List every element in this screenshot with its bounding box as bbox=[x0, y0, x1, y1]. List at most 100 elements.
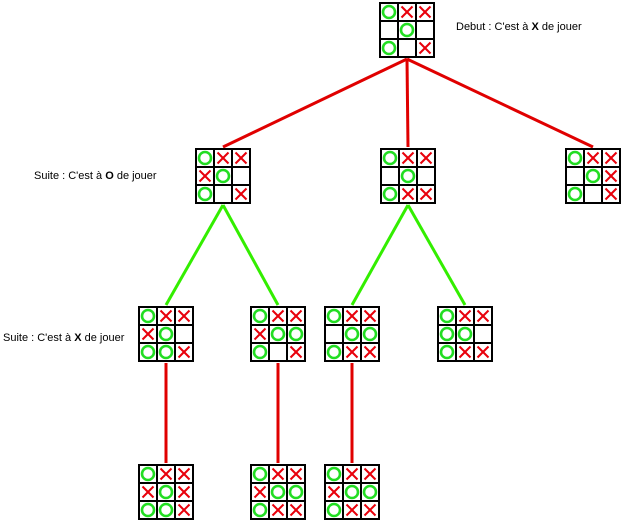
label-suite-x-prefix: Suite : C'est à bbox=[3, 332, 75, 344]
o-mark bbox=[197, 186, 213, 202]
board-l2-c bbox=[324, 306, 380, 362]
o-mark bbox=[381, 40, 397, 56]
o-mark bbox=[567, 186, 583, 202]
x-mark bbox=[271, 467, 285, 481]
o-mark bbox=[140, 344, 156, 360]
tree-edges bbox=[164, 57, 594, 463]
x-mark bbox=[363, 503, 377, 517]
label-suite-x-suffix: de jouer bbox=[81, 332, 125, 344]
x-mark bbox=[327, 485, 341, 499]
board-l1-a bbox=[195, 148, 251, 204]
x-mark bbox=[141, 485, 155, 499]
o-mark bbox=[270, 484, 286, 500]
x-mark bbox=[401, 151, 415, 165]
board-l2-d bbox=[437, 306, 493, 362]
o-mark bbox=[158, 326, 174, 342]
x-mark bbox=[476, 309, 490, 323]
o-mark bbox=[252, 466, 268, 482]
o-mark bbox=[252, 308, 268, 324]
o-mark bbox=[252, 344, 268, 360]
label-debut-player: X bbox=[531, 21, 539, 33]
x-mark bbox=[177, 485, 191, 499]
x-mark bbox=[289, 345, 303, 359]
board-l2-a bbox=[138, 306, 194, 362]
x-mark bbox=[419, 151, 433, 165]
x-mark bbox=[604, 151, 618, 165]
o-mark bbox=[158, 502, 174, 518]
label-suite-x-player: X bbox=[74, 332, 82, 344]
label-suite-o-player: O bbox=[105, 170, 114, 182]
o-mark bbox=[140, 502, 156, 518]
o-mark bbox=[457, 326, 473, 342]
x-mark bbox=[253, 327, 267, 341]
o-mark bbox=[197, 150, 213, 166]
x-mark bbox=[159, 467, 173, 481]
x-mark bbox=[476, 345, 490, 359]
edge-l1-a-to-l2-b bbox=[221, 204, 280, 306]
x-mark bbox=[216, 151, 230, 165]
o-mark bbox=[158, 484, 174, 500]
o-mark bbox=[362, 484, 378, 500]
o-mark bbox=[382, 150, 398, 166]
label-debut-prefix: Debut : C'est à bbox=[456, 21, 532, 33]
x-mark bbox=[345, 309, 359, 323]
x-mark bbox=[271, 503, 285, 517]
o-mark bbox=[382, 186, 398, 202]
x-mark bbox=[345, 345, 359, 359]
x-mark bbox=[271, 309, 285, 323]
x-mark bbox=[234, 187, 248, 201]
tree-boards bbox=[138, 2, 621, 520]
x-mark bbox=[418, 41, 432, 55]
label-suite-o-suffix: de jouer bbox=[113, 170, 157, 182]
o-mark bbox=[252, 502, 268, 518]
o-mark bbox=[439, 344, 455, 360]
board-l3-c bbox=[324, 464, 380, 520]
x-mark bbox=[345, 467, 359, 481]
x-mark bbox=[363, 345, 377, 359]
x-mark bbox=[604, 169, 618, 183]
x-mark bbox=[177, 345, 191, 359]
o-mark bbox=[288, 326, 304, 342]
board-l1-c bbox=[565, 148, 621, 204]
o-mark bbox=[326, 502, 342, 518]
x-mark bbox=[419, 187, 433, 201]
x-mark bbox=[177, 309, 191, 323]
x-mark bbox=[345, 503, 359, 517]
x-mark bbox=[363, 467, 377, 481]
x-mark bbox=[586, 151, 600, 165]
edge-root-to-l1-a bbox=[222, 57, 408, 149]
x-mark bbox=[418, 5, 432, 19]
label-debut: Debut : C'est à X de jouer bbox=[456, 21, 582, 33]
o-mark bbox=[381, 4, 397, 20]
x-mark bbox=[253, 485, 267, 499]
x-mark bbox=[159, 309, 173, 323]
o-mark bbox=[140, 466, 156, 482]
x-mark bbox=[198, 169, 212, 183]
o-mark bbox=[140, 308, 156, 324]
x-mark bbox=[363, 309, 377, 323]
o-mark bbox=[326, 344, 342, 360]
x-mark bbox=[458, 309, 472, 323]
o-mark bbox=[439, 308, 455, 324]
x-mark bbox=[177, 503, 191, 517]
board-l3-b bbox=[250, 464, 306, 520]
edge-root-to-l1-c bbox=[406, 57, 594, 149]
o-mark bbox=[399, 22, 415, 38]
x-mark bbox=[289, 309, 303, 323]
x-mark bbox=[177, 467, 191, 481]
x-mark bbox=[400, 5, 414, 19]
label-suite-x: Suite : C'est à X de jouer bbox=[3, 332, 124, 344]
x-mark bbox=[458, 345, 472, 359]
o-mark bbox=[344, 326, 360, 342]
o-mark bbox=[288, 484, 304, 500]
o-mark bbox=[439, 326, 455, 342]
label-debut-suffix: de jouer bbox=[538, 21, 582, 33]
o-mark bbox=[158, 344, 174, 360]
x-mark bbox=[289, 503, 303, 517]
o-mark bbox=[400, 168, 416, 184]
o-mark bbox=[567, 150, 583, 166]
o-mark bbox=[362, 326, 378, 342]
edge-l1-a-to-l2-a bbox=[164, 204, 225, 306]
label-suite-o-prefix: Suite : C'est à bbox=[34, 170, 106, 182]
